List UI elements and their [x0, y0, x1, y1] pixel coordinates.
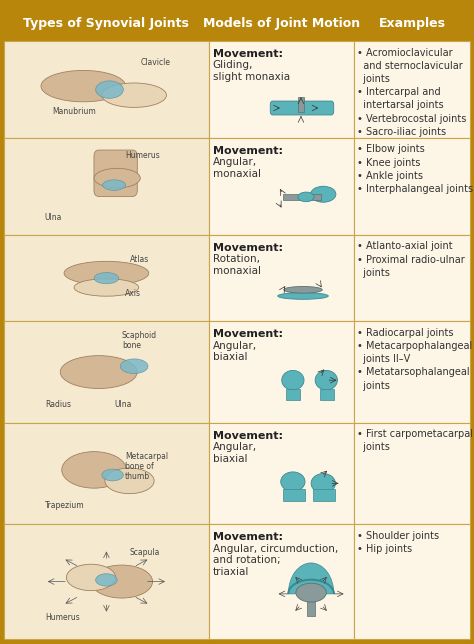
Text: Ulna: Ulna	[45, 213, 62, 222]
Ellipse shape	[311, 473, 336, 493]
Wedge shape	[288, 563, 334, 594]
Text: Humerus: Humerus	[45, 613, 80, 622]
Bar	[4, 524, 209, 639]
Text: Types of Synovial Joints: Types of Synovial Joints	[24, 17, 189, 30]
Ellipse shape	[278, 292, 328, 299]
Ellipse shape	[296, 583, 326, 602]
Bar	[286, 388, 300, 400]
Ellipse shape	[102, 180, 126, 191]
Ellipse shape	[94, 272, 118, 284]
Ellipse shape	[64, 261, 149, 285]
Text: • Elbow joints
• Knee joints
• Ankle joints
• Interphalangeal joints: • Elbow joints • Knee joints • Ankle joi…	[357, 144, 474, 194]
Bar	[209, 5, 354, 41]
Ellipse shape	[310, 186, 336, 202]
Ellipse shape	[60, 355, 137, 388]
Text: Scapula: Scapula	[129, 548, 160, 557]
Ellipse shape	[284, 287, 322, 293]
Text: • Atlanto-axial joint
• Proximal radio-ulnar
  joints: • Atlanto-axial joint • Proximal radio-u…	[357, 242, 465, 278]
Text: Gliding,
slight monaxia: Gliding, slight monaxia	[213, 61, 290, 82]
Bar	[354, 524, 470, 639]
FancyBboxPatch shape	[270, 101, 334, 115]
Ellipse shape	[62, 451, 127, 488]
Text: Metacarpal
bone of
thumb: Metacarpal bone of thumb	[125, 451, 168, 482]
Bar	[209, 321, 354, 423]
Text: • Shoulder joints
• Hip joints: • Shoulder joints • Hip joints	[357, 531, 439, 554]
Text: Angular,
biaxial: Angular, biaxial	[213, 341, 257, 363]
Text: Radius: Radius	[45, 400, 71, 409]
Bar	[4, 235, 209, 321]
Bar	[354, 235, 470, 321]
Bar	[209, 235, 354, 321]
Ellipse shape	[120, 359, 148, 374]
Bar	[4, 321, 209, 423]
Ellipse shape	[102, 83, 166, 108]
Ellipse shape	[105, 468, 154, 494]
Text: Humerus: Humerus	[125, 151, 160, 160]
Bar	[354, 321, 470, 423]
Text: • First carpometacarpal
  joints: • First carpometacarpal joints	[357, 430, 474, 453]
Text: Movement:: Movement:	[213, 243, 283, 252]
Ellipse shape	[94, 168, 140, 188]
Text: Ulna: Ulna	[114, 400, 131, 409]
Bar	[209, 41, 354, 138]
Ellipse shape	[96, 81, 123, 99]
Ellipse shape	[41, 70, 126, 102]
Bar	[4, 423, 209, 524]
Bar	[283, 489, 305, 501]
Text: Movement:: Movement:	[213, 431, 283, 440]
Bar	[354, 5, 470, 41]
Ellipse shape	[102, 469, 123, 481]
Text: Angular, circumduction,
and rotation;
triaxial: Angular, circumduction, and rotation; tr…	[213, 544, 338, 577]
Text: Angular,
biaxial: Angular, biaxial	[213, 442, 257, 464]
Bar	[354, 423, 470, 524]
Text: Clavicle: Clavicle	[140, 58, 170, 67]
Bar	[354, 41, 470, 138]
Bar	[209, 138, 354, 235]
Ellipse shape	[74, 279, 139, 296]
Bar	[298, 97, 304, 112]
Bar	[4, 138, 209, 235]
Text: Examples: Examples	[378, 17, 446, 30]
Text: Movement:: Movement:	[213, 532, 283, 542]
Bar	[313, 489, 336, 501]
Ellipse shape	[315, 370, 337, 390]
Bar	[209, 524, 354, 639]
Text: Models of Joint Motion: Models of Joint Motion	[203, 17, 360, 30]
Ellipse shape	[281, 472, 305, 491]
Text: • Radiocarpal joints
• Metacarpophalangeal
  joints II–V
• Metatarsophalangeal
 : • Radiocarpal joints • Metacarpophalange…	[357, 328, 473, 390]
Text: Scaphoid
bone: Scaphoid bone	[122, 331, 157, 350]
Text: Movement:: Movement:	[213, 49, 283, 59]
Text: Movement:: Movement:	[213, 329, 283, 339]
Text: Manubrium: Manubrium	[53, 107, 96, 116]
Ellipse shape	[298, 192, 314, 202]
Ellipse shape	[91, 565, 153, 598]
Ellipse shape	[282, 370, 304, 390]
Bar	[209, 423, 354, 524]
Bar	[4, 41, 209, 138]
Text: Trapezium: Trapezium	[45, 501, 84, 510]
Ellipse shape	[66, 564, 116, 591]
Bar	[307, 594, 315, 616]
Text: Axis: Axis	[125, 289, 141, 298]
Text: • Acromioclavicular
  and sternoclavicular
  joints
• Intercarpal and
  intertar: • Acromioclavicular and sternoclavicular…	[357, 48, 467, 137]
Bar	[4, 5, 209, 41]
Bar	[354, 138, 470, 235]
Text: Atlas: Atlas	[129, 256, 149, 265]
Text: Movement:: Movement:	[213, 146, 283, 156]
Bar	[320, 388, 334, 400]
Ellipse shape	[96, 574, 117, 586]
FancyBboxPatch shape	[94, 150, 137, 196]
Text: Angular,
monaxial: Angular, monaxial	[213, 157, 261, 179]
Bar	[283, 194, 321, 200]
Text: Rotation,
monaxial: Rotation, monaxial	[213, 254, 261, 276]
